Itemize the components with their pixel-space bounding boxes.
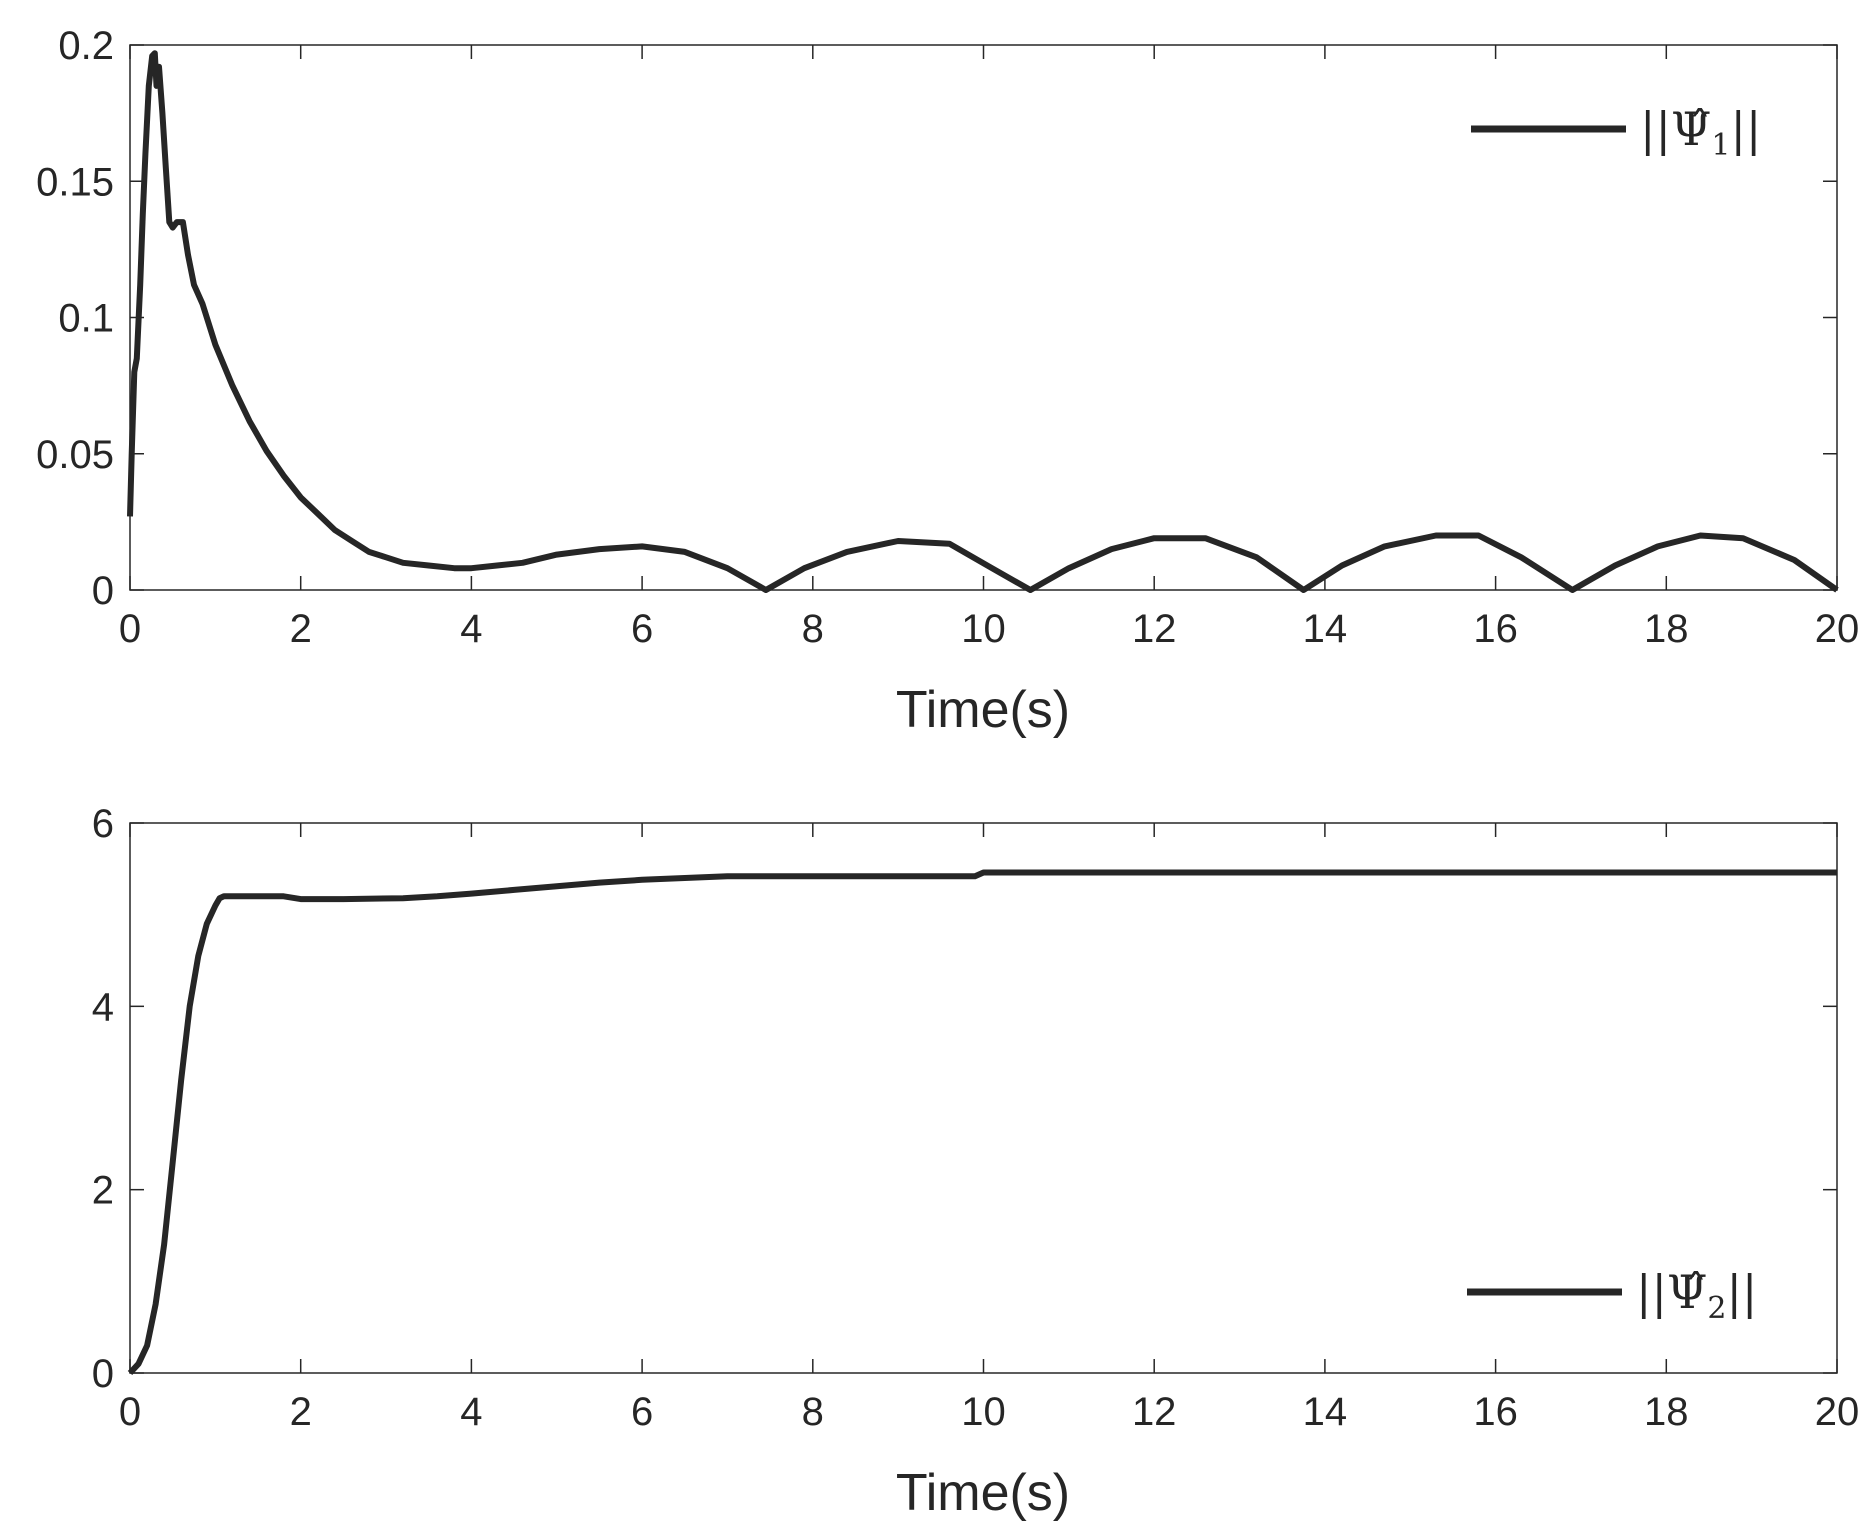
- top-plot-x-tick-label: 14: [1303, 607, 1348, 651]
- bottom-plot-y-tick-label: 6: [92, 802, 114, 846]
- top-plot-y-tick-label: 0.2: [58, 24, 114, 68]
- bottom-plot-y-tick-labels: 0 2 4 6: [92, 802, 114, 1396]
- bottom-plot-x-tick-label: 8: [802, 1390, 824, 1434]
- bottom-plot: 0 2 4 6 8 10 12 14 16 18 20 0 2 4 6 Time(s) ||Ψ̂2||: [92, 802, 1860, 1522]
- top-plot-y-tick-labels: 0 0.05 0.1 0.15 0.2: [36, 24, 114, 613]
- bottom-plot-y-tick-label: 0: [92, 1352, 114, 1396]
- top-plot-y-tick-label: 0.15: [36, 160, 114, 204]
- top-plot-y-tick-label: 0.1: [58, 297, 114, 341]
- bottom-plot-x-tick-label: 18: [1644, 1390, 1689, 1434]
- bottom-plot-legend-label: ||Ψ̂2||: [1636, 1265, 1757, 1326]
- top-plot-y-tick-label: 0.05: [36, 433, 114, 477]
- top-plot-x-tick-label: 0: [119, 607, 141, 651]
- bottom-plot-legend: ||Ψ̂2||: [1467, 1265, 1757, 1326]
- bottom-plot-series-line: [127, 869, 1837, 1376]
- top-plot-x-tick-label: 10: [961, 607, 1006, 651]
- bottom-plot-x-tick-label: 14: [1303, 1390, 1348, 1434]
- top-plot-x-tick-label: 2: [290, 607, 312, 651]
- top-plot-x-tick-label: 18: [1644, 607, 1689, 651]
- bottom-plot-x-tick-label: 0: [119, 1390, 141, 1434]
- bottom-plot-y-tick-label: 4: [92, 985, 114, 1029]
- top-plot-x-tick-label: 8: [802, 607, 824, 651]
- bottom-plot-x-axis-label: Time(s): [896, 1464, 1070, 1522]
- top-plot-x-tick-label: 4: [460, 607, 482, 651]
- bottom-plot-x-tick-label: 12: [1132, 1390, 1177, 1434]
- top-plot-x-tick-label: 12: [1132, 607, 1177, 651]
- top-plot-x-tick-labels: 0 2 4 6 8 10 12 14 16 18 20: [119, 607, 1859, 651]
- bottom-plot-y-tick-label: 2: [92, 1169, 114, 1213]
- bottom-plot-x-tick-label: 20: [1815, 1390, 1860, 1434]
- top-plot-y-tick-label: 0: [92, 569, 114, 613]
- top-plot-x-tick-label: 16: [1473, 607, 1518, 651]
- bottom-plot-x-tick-label: 6: [631, 1390, 653, 1434]
- bottom-plot-x-tick-label: 4: [460, 1390, 482, 1434]
- top-plot-series-line: [127, 50, 1839, 593]
- top-plot-x-tick-label: 20: [1815, 607, 1860, 651]
- top-plot-legend: ||Ψ̂1||: [1471, 102, 1761, 163]
- top-plot-x-tick-label: 6: [631, 607, 653, 651]
- bottom-plot-ticks: [129, 822, 1838, 1374]
- top-plot-x-axis-label: Time(s): [896, 681, 1070, 739]
- bottom-plot-x-tick-labels: 0 2 4 6 8 10 12 14 16 18 20: [119, 1390, 1859, 1434]
- bottom-plot-x-tick-label: 2: [290, 1390, 312, 1434]
- bottom-plot-x-tick-label: 16: [1473, 1390, 1518, 1434]
- top-plot-legend-label: ||Ψ̂1||: [1640, 102, 1761, 163]
- top-plot: 0 2 4 6 8 10 12 14 16 18 20 0 0.05 0.1 0.15 0.2 Time(s…: [36, 24, 1859, 739]
- bottom-plot-x-tick-label: 10: [961, 1390, 1006, 1434]
